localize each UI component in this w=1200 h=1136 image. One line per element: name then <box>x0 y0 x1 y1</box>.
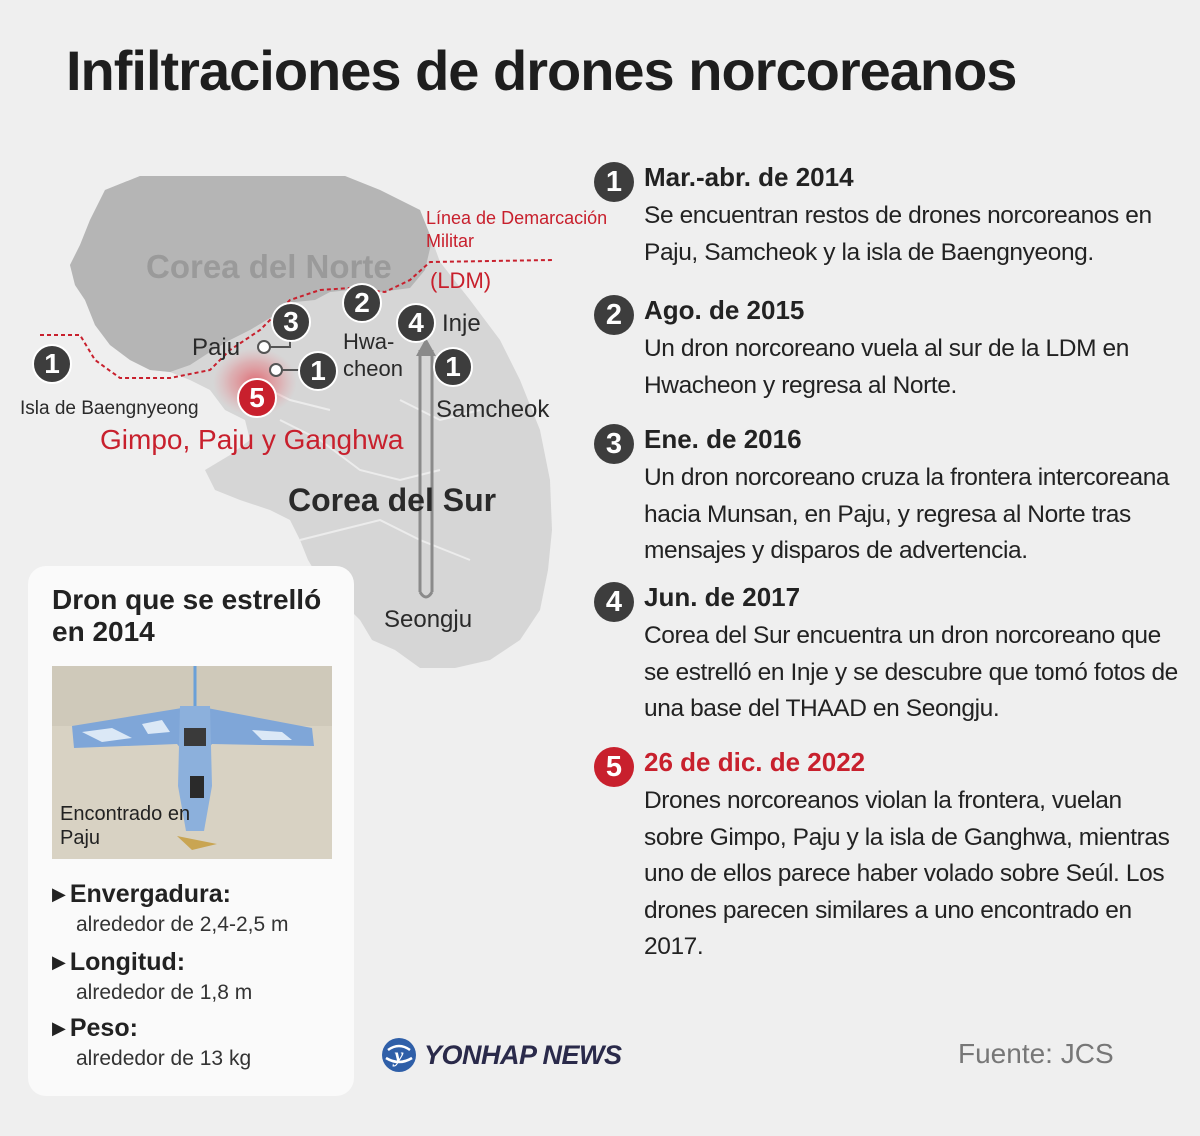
event-number-badge: 2 <box>594 295 634 335</box>
event-number-badge: 1 <box>594 162 634 202</box>
north-korea-label: Corea del Norte <box>146 248 392 285</box>
event-date: Jun. de 2017 <box>644 582 801 612</box>
drone-info-card: Dron que se estrelló en 2014 Encontrado … <box>28 566 354 1096</box>
drone-route-arrow <box>418 350 434 599</box>
marker-1-samcheok: 1 <box>433 347 473 387</box>
yonhap-globe-icon: y <box>382 1038 416 1072</box>
paju-dot <box>257 340 271 354</box>
inje-label: Inje <box>442 310 481 337</box>
hwacheon-label: Hwa- cheon <box>343 329 403 381</box>
spec-label: Envergadura: <box>69 880 232 908</box>
mdl-abbr-label: (LDM) <box>430 268 492 293</box>
spec-label: Peso: <box>69 1014 138 1042</box>
marker-2-hwacheon: 2 <box>342 283 382 323</box>
spec-length: ▶ Longitud: alrededor de 1,8 m <box>52 948 342 1005</box>
paju-dot-2 <box>269 363 283 377</box>
event-number-badge: 3 <box>594 424 634 464</box>
seongju-label: Seongju <box>384 606 473 633</box>
event-date: Ene. de 2016 <box>644 424 802 454</box>
yonhap-logo: y YONHAP NEWS <box>380 1036 622 1074</box>
photo-caption: Encontrado en Paju <box>60 803 191 849</box>
event-description: Corea del Sur encuentra un dron norcorea… <box>644 622 1178 722</box>
event-date: Ago. de 2015 <box>644 295 805 325</box>
south-korea-label: Corea del Sur <box>288 482 497 518</box>
triangle-bullet-icon: ▶ <box>52 1018 66 1038</box>
mdl-line <box>40 259 553 379</box>
paju-label: Paju <box>192 334 241 361</box>
source-label: Fuente: JCS <box>958 1038 1114 1069</box>
event-number-badge: 5 <box>594 747 634 787</box>
marker-3-paju: 3 <box>271 302 311 342</box>
event-date: 26 de dic. de 2022 <box>644 747 866 777</box>
marker-5-gimpo: 5 <box>237 378 277 418</box>
marker-4-inje: 4 <box>396 303 436 343</box>
marker-1-paju: 1 <box>298 351 338 391</box>
event-description: Un dron norcoreano vuela al sur de la LD… <box>644 335 1129 399</box>
svg-text:y: y <box>393 1045 404 1067</box>
page-title: Infiltraciones de drones norcoreanos <box>66 39 1017 102</box>
drone-photo: Encontrado en Paju <box>52 666 332 859</box>
drone-illustration <box>52 666 332 859</box>
spec-value: alrededor de 2,4-2,5 m <box>76 913 289 936</box>
drone-card-title: Dron que se estrelló en 2014 <box>52 584 322 647</box>
event-date: Mar.-abr. de 2014 <box>644 162 854 192</box>
baengnyeong-label: Isla de Baengnyeong <box>20 398 199 419</box>
gimpo-paju-ganghwa-label: Gimpo, Paju y Ganghwa <box>100 424 404 455</box>
event-description: Drones norcoreanos violan la frontera, v… <box>644 787 1170 960</box>
event-number-badge: 4 <box>594 582 634 622</box>
logo-text: YONHAP NEWS <box>424 1039 622 1070</box>
marker-1-baengnyeong: 1 <box>32 344 72 384</box>
spec-label: Longitud: <box>69 948 186 976</box>
north-korea-region <box>70 176 432 372</box>
spec-value: alrededor de 1,8 m <box>76 981 253 1004</box>
triangle-bullet-icon: ▶ <box>52 884 66 904</box>
samcheok-label: Samcheok <box>436 396 550 423</box>
spec-weight: ▶ Peso: alrededor de 13 kg <box>52 1014 342 1071</box>
spec-wingspan: ▶ Envergadura: alrededor de 2,4-2,5 m <box>52 880 342 937</box>
spec-value: alrededor de 13 kg <box>76 1047 252 1070</box>
event-description: Se encuentran restos de drones norcorean… <box>644 202 1152 266</box>
korea-map <box>40 176 553 668</box>
mdl-label: Línea de Demarcación Militar <box>426 208 608 251</box>
event-description: Un dron norcoreano cruza la frontera int… <box>644 464 1170 564</box>
triangle-bullet-icon: ▶ <box>52 952 66 972</box>
